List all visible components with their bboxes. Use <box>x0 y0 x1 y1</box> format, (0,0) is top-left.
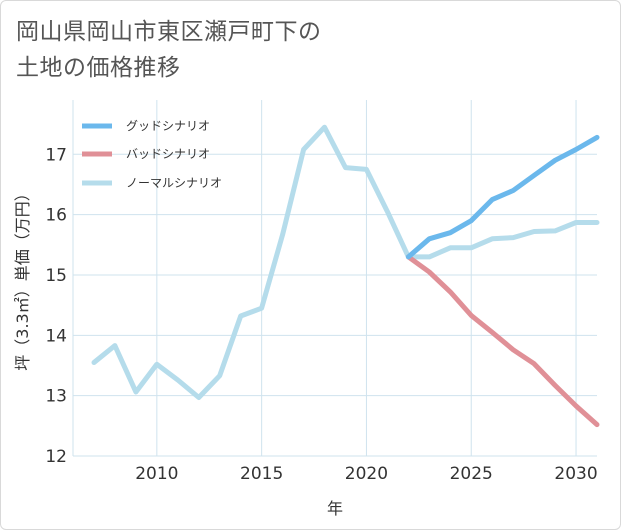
x-tick-label-2020: 2020 <box>345 464 388 484</box>
series-lines <box>91 124 600 428</box>
x-axis-label: 年 <box>327 499 343 518</box>
legend-label-good-scenario: グッドシナリオ <box>126 119 210 133</box>
y-tick-label-15: 15 <box>45 266 67 286</box>
axis-ticks: 12 13 14 15 16 17 2010 2015 2020 2025 2030 <box>45 145 597 484</box>
y-tick-label-16: 16 <box>45 206 67 226</box>
chart-title-line-1: 岡山県岡山市東区瀬戸町下の <box>16 19 322 45</box>
series-line-bad-scenario <box>405 254 600 428</box>
legend-label-bad-scenario: バッドシナリオ <box>126 147 210 161</box>
series-line-normal-scenario <box>91 124 600 400</box>
x-tick-label-2015: 2015 <box>240 464 283 484</box>
chart-title-line-2: 土地の価格推移 <box>16 55 181 81</box>
y-tick-label-12: 12 <box>45 447 67 467</box>
y-axis-label: 坪（3.3㎡）単価（万円） <box>13 185 32 370</box>
x-tick-label-2010: 2010 <box>135 464 178 484</box>
y-tick-label-14: 14 <box>45 326 67 346</box>
legend-label-normal-scenario: ノーマルシナリオ <box>126 176 222 190</box>
y-tick-label-17: 17 <box>45 145 67 165</box>
y-tick-label-13: 13 <box>45 387 67 407</box>
x-tick-label-2030: 2030 <box>554 464 597 484</box>
series-line-good-scenario <box>405 134 600 260</box>
x-tick-label-2025: 2025 <box>450 464 493 484</box>
chart-title: 岡山県岡山市東区瀬戸町下の 土地の価格推移 <box>16 14 322 86</box>
grid-lines <box>72 100 597 457</box>
